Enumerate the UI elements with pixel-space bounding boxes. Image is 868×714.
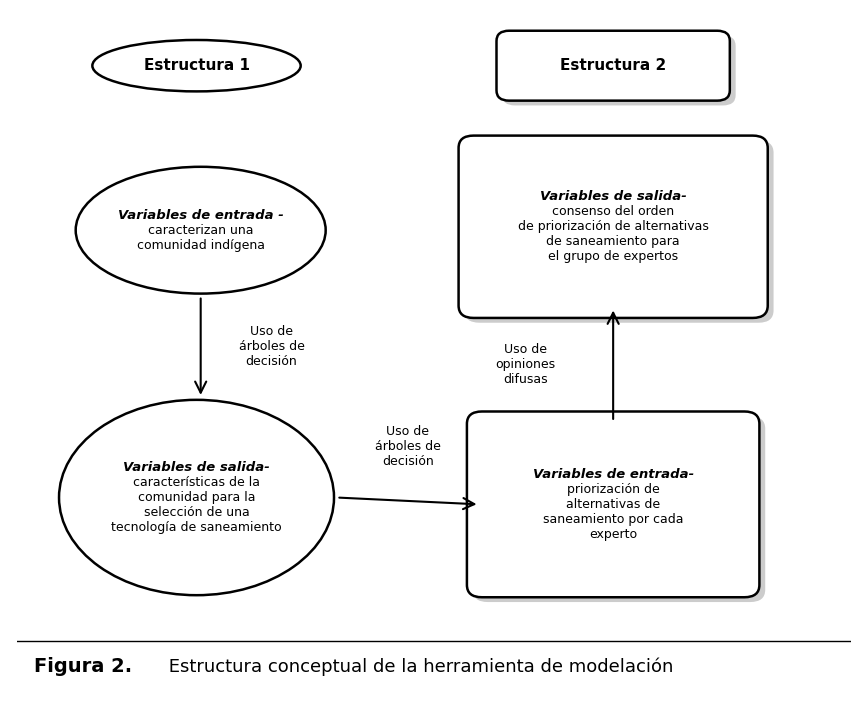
- Text: Estructura conceptual de la herramienta de modelación: Estructura conceptual de la herramienta …: [163, 658, 674, 676]
- Ellipse shape: [92, 40, 300, 91]
- FancyBboxPatch shape: [458, 136, 767, 318]
- Text: Uso de
árboles de
decisión: Uso de árboles de decisión: [239, 325, 305, 368]
- Text: saneamiento por cada: saneamiento por cada: [542, 513, 683, 526]
- Text: de priorización de alternativas: de priorización de alternativas: [517, 220, 708, 233]
- Text: Variables de salida-: Variables de salida-: [123, 461, 270, 474]
- Text: alternativas de: alternativas de: [566, 498, 661, 511]
- Text: el grupo de expertos: el grupo de expertos: [548, 251, 678, 263]
- Text: Figura 2.: Figura 2.: [34, 658, 132, 676]
- Text: Variables de entrada -: Variables de entrada -: [118, 208, 284, 221]
- Ellipse shape: [76, 167, 326, 293]
- Text: Uso de
opiniones
difusas: Uso de opiniones difusas: [496, 343, 556, 386]
- FancyBboxPatch shape: [473, 416, 766, 602]
- Text: características de la: características de la: [133, 476, 260, 489]
- Text: Uso de
árboles de
decisión: Uso de árboles de decisión: [375, 425, 441, 468]
- Text: priorización de: priorización de: [567, 483, 660, 496]
- FancyBboxPatch shape: [503, 36, 736, 106]
- Ellipse shape: [59, 400, 334, 595]
- Text: Estructura 2: Estructura 2: [560, 58, 667, 74]
- Text: Estructura 1: Estructura 1: [143, 58, 249, 74]
- Text: de saneamiento para: de saneamiento para: [546, 236, 680, 248]
- Text: Variables de entrada-: Variables de entrada-: [533, 468, 694, 481]
- Text: comunidad indígena: comunidad indígena: [136, 238, 265, 252]
- FancyBboxPatch shape: [496, 31, 730, 101]
- FancyBboxPatch shape: [464, 141, 773, 323]
- Text: caracterizan una: caracterizan una: [148, 223, 253, 237]
- Text: Variables de salida-: Variables de salida-: [540, 190, 687, 203]
- Text: tecnología de saneamiento: tecnología de saneamiento: [111, 521, 282, 534]
- Text: consenso del orden: consenso del orden: [552, 205, 674, 218]
- Text: comunidad para la: comunidad para la: [138, 491, 255, 504]
- FancyBboxPatch shape: [467, 411, 760, 597]
- Text: selección de una: selección de una: [143, 506, 249, 519]
- Text: experto: experto: [589, 528, 637, 541]
